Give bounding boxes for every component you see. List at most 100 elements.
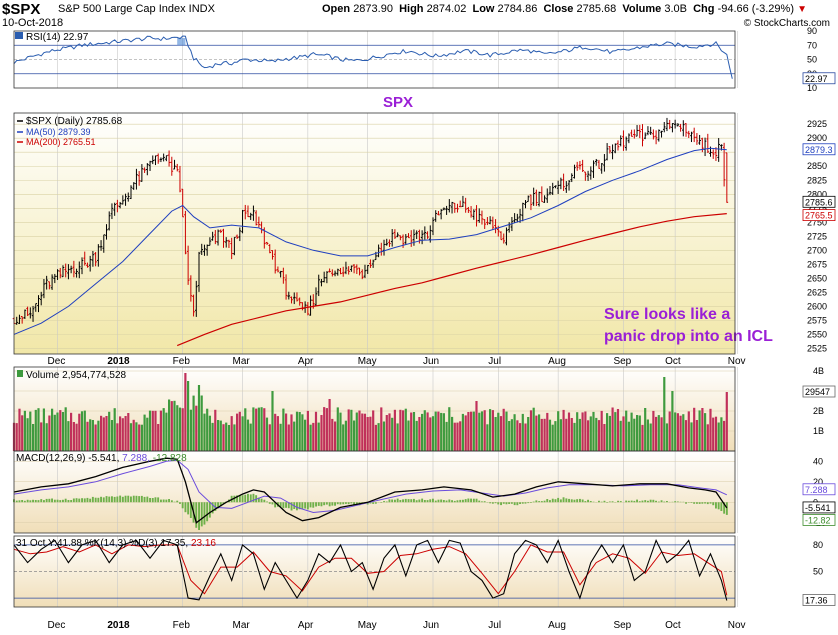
volume-bar xyxy=(127,413,130,451)
volume-bar xyxy=(121,418,124,451)
volume-bar xyxy=(214,409,217,451)
macd-histogram-bar xyxy=(233,495,236,503)
volume-bar xyxy=(410,412,413,451)
volume-bar xyxy=(576,412,579,451)
volume-bar xyxy=(676,413,679,451)
volume-bar xyxy=(502,408,505,451)
volume-bar xyxy=(162,408,165,451)
macd-histogram-bar xyxy=(497,502,500,505)
volume-bar xyxy=(295,411,299,451)
month-label: Aug xyxy=(548,356,566,367)
macd-histogram-bar xyxy=(149,498,151,503)
volume-bar xyxy=(646,419,649,451)
macd-histogram-bar xyxy=(543,500,546,503)
macd-histogram-bar xyxy=(151,498,154,503)
macd-histogram-bar xyxy=(462,499,464,503)
volume-bar xyxy=(608,415,611,451)
stoch-k-line xyxy=(13,538,728,601)
price-tick-label: 2675 xyxy=(807,259,827,269)
volume-bar xyxy=(655,416,658,451)
month-label-bottom: Mar xyxy=(233,620,251,631)
low-label: Low xyxy=(472,3,495,15)
macd-histogram-bar xyxy=(581,499,584,503)
volume-label: Volume xyxy=(622,3,662,15)
price-tick-label: 2625 xyxy=(807,287,827,297)
volume-bar xyxy=(72,422,75,451)
month-label-bottom: Feb xyxy=(173,620,191,631)
volume-bar xyxy=(225,422,228,451)
macd-histogram-bar xyxy=(663,501,666,503)
macd-histogram-bar xyxy=(342,502,345,505)
volume-bar xyxy=(32,424,35,451)
macd-histogram-bar xyxy=(546,499,549,503)
volume-bar xyxy=(453,422,456,451)
volume-bar xyxy=(64,407,67,451)
macd-histogram-bar xyxy=(173,501,176,503)
macd-histogram-bar xyxy=(429,499,432,503)
volume-bar xyxy=(252,407,255,451)
index-name: S&P 500 Large Cap Index INDX xyxy=(58,3,215,15)
macd-histogram-bar xyxy=(445,500,448,503)
symbol-label: $SPX xyxy=(2,1,41,18)
volume-bar xyxy=(693,407,696,451)
volume-bar xyxy=(217,420,220,451)
macd-histogram-bar xyxy=(143,496,146,503)
macd-histogram-bar xyxy=(513,502,516,506)
price-right-box xyxy=(802,195,836,208)
macd-histogram-bar xyxy=(638,501,641,503)
volume-bar xyxy=(679,415,682,451)
macd-histogram-bar xyxy=(350,502,353,504)
volume-bar xyxy=(513,414,516,451)
macd-histogram-bar xyxy=(298,502,301,510)
ma50-legend: MA(50) 2879.39 xyxy=(26,127,91,137)
macd-histogram-bar xyxy=(562,497,565,503)
month-label-bottom: Oct xyxy=(665,620,681,631)
volume-bar xyxy=(723,420,726,451)
macd-histogram-bar xyxy=(464,499,467,503)
volume-bar xyxy=(168,399,171,451)
macd-tick-label: 40 xyxy=(813,456,823,466)
month-label-bottom: Jul xyxy=(488,620,501,631)
macd-histogram-bar xyxy=(402,499,404,503)
volume-bar xyxy=(353,420,356,451)
macd-histogram-bar xyxy=(706,502,709,505)
volume-bar xyxy=(431,416,435,451)
volume-bar xyxy=(233,424,236,451)
price-frame xyxy=(13,112,736,355)
rsi-tick-label: 10 xyxy=(807,83,817,93)
volume-bar xyxy=(276,416,279,451)
volume-bar xyxy=(486,424,489,451)
volume-bar xyxy=(627,421,630,451)
macd-histogram-bar xyxy=(21,500,24,503)
stoch-tick-label: 50 xyxy=(813,567,823,577)
volume-bar xyxy=(347,409,350,451)
volume-bar xyxy=(665,423,669,451)
volume-bar xyxy=(489,409,492,451)
volume-bar xyxy=(29,411,32,451)
volume-bar xyxy=(538,414,541,451)
rsi-frame xyxy=(13,30,736,89)
volume-bar xyxy=(265,417,269,451)
volume-bar xyxy=(687,411,690,451)
high-label: High xyxy=(399,3,424,15)
macd-histogram-bar xyxy=(334,502,336,506)
stoch-d-line xyxy=(13,544,728,596)
volume-bar xyxy=(293,421,296,451)
volume-bar xyxy=(369,416,372,451)
volume-bar xyxy=(682,414,685,451)
volume-bar xyxy=(59,410,62,451)
volume-bar xyxy=(339,412,342,451)
macd-histogram-bar xyxy=(249,494,252,503)
macd-histogram-bar xyxy=(266,501,268,503)
month-label: Feb xyxy=(173,356,191,367)
macd-histogram-bar xyxy=(715,502,717,509)
volume-bar xyxy=(638,415,641,451)
volume-bar xyxy=(712,417,715,451)
volume-tick-label: 2B xyxy=(813,406,824,416)
volume-bar xyxy=(423,410,426,451)
volume-bar xyxy=(557,411,560,451)
macd-histogram-bar xyxy=(336,502,339,505)
macd-histogram-bar xyxy=(236,495,238,503)
macd-histogram-bar xyxy=(121,496,124,503)
volume-bar xyxy=(227,425,231,451)
